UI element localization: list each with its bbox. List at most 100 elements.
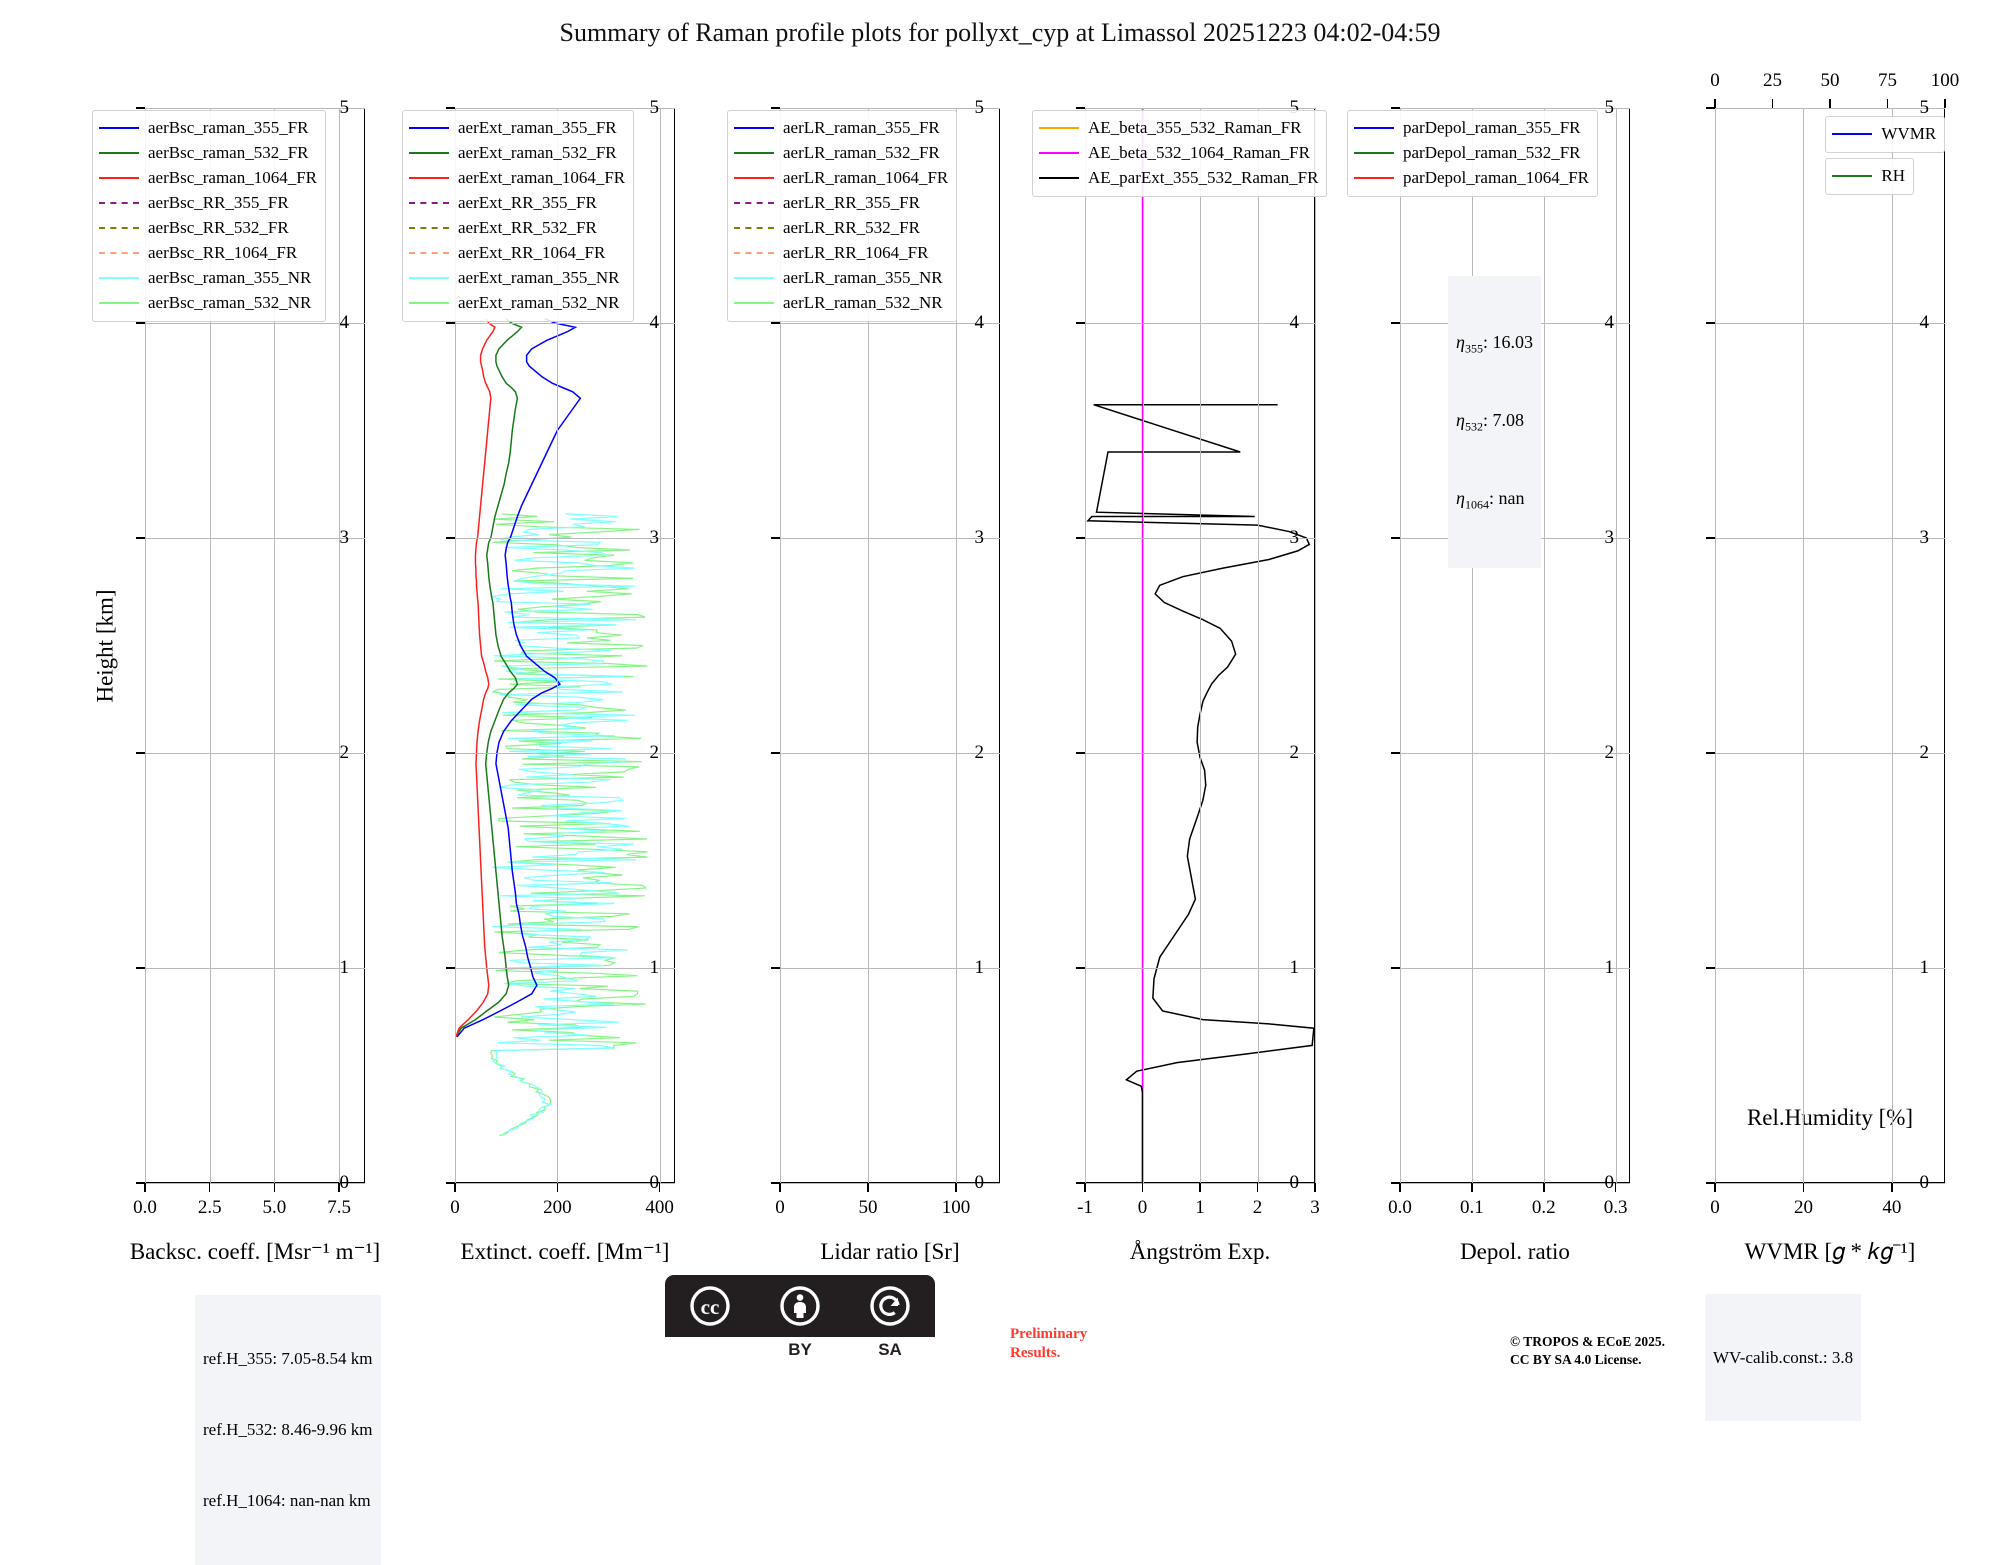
y-tick-mark <box>1076 537 1085 539</box>
top-x-tick-mark <box>1886 99 1889 108</box>
legend-item[interactable]: aerExt_raman_532_FR <box>409 141 625 166</box>
gridline-horizontal <box>1715 753 1945 754</box>
x-tick-mark <box>1256 1183 1259 1192</box>
legend-color-swatch <box>734 227 774 230</box>
legend-item[interactable]: aerLR_raman_1064_FR <box>734 166 948 191</box>
legend-item-label: aerExt_raman_532_FR <box>458 142 617 162</box>
x-tick-label: 0.0 <box>1388 1197 1412 1218</box>
legend-color-swatch <box>409 202 449 205</box>
y-tick-label: 1 <box>339 957 350 978</box>
legend-item[interactable]: aerBsc_RR_1064_FR <box>99 241 317 266</box>
legend-item[interactable]: AE_beta_355_532_Raman_FR <box>1039 116 1318 141</box>
legend-item[interactable]: aerBsc_raman_355_FR <box>99 116 317 141</box>
legend-item-label: aerExt_RR_1064_FR <box>458 242 606 262</box>
legend-color-swatch <box>734 152 774 155</box>
legend-item[interactable]: RH <box>1832 164 1905 189</box>
legend-item[interactable]: aerLR_raman_532_NR <box>734 291 948 316</box>
legend-item[interactable]: AE_parExt_355_532_Raman_FR <box>1039 166 1318 191</box>
legend-item[interactable]: aerExt_RR_355_FR <box>409 191 625 216</box>
legend-item-label: aerBsc_RR_532_FR <box>148 217 289 237</box>
y-tick-label: 5 <box>974 97 985 118</box>
x-tick-mark <box>1802 1183 1805 1192</box>
gridline-vertical <box>455 108 456 1183</box>
legend-item-label: aerLR_raman_355_FR <box>783 118 940 137</box>
legend-item[interactable]: aerLR_raman_355_NR <box>734 266 948 291</box>
x-tick-label: 0.1 <box>1460 1197 1484 1218</box>
gridline-horizontal <box>455 108 675 109</box>
legend-item[interactable]: aerBsc_raman_1064_FR <box>99 166 317 191</box>
x-tick-mark <box>867 1183 869 1192</box>
x-tick-mark <box>1399 1183 1401 1192</box>
x-tick-mark <box>208 1183 211 1192</box>
legend-item[interactable]: aerLR_RR_532_FR <box>734 216 948 241</box>
legend-item-label: aerLR_RR_532_FR <box>783 217 920 237</box>
gridline-vertical <box>1200 108 1201 1183</box>
y-tick-mark <box>446 107 455 109</box>
legend-item[interactable]: AE_beta_532_1064_Raman_FR <box>1039 141 1318 166</box>
legend-color-swatch <box>99 277 139 280</box>
gridline-horizontal <box>455 753 675 754</box>
x-tick-mark <box>556 1183 559 1192</box>
gridline-vertical <box>1257 108 1259 1183</box>
legend-item-label: aerBsc_raman_532_NR <box>148 292 312 312</box>
y-tick-label: 3 <box>339 527 350 548</box>
legend-wvmr-wvmr[interactable]: WVMR <box>1825 116 1946 153</box>
y-tick-mark <box>771 1182 780 1184</box>
legend-item[interactable]: aerBsc_raman_532_NR <box>99 291 317 316</box>
legend-item[interactable]: aerLR_raman_532_FR <box>734 141 948 166</box>
legend-depol-ratio[interactable]: parDepol_raman_355_FR parDepol_raman_532_… <box>1347 110 1599 197</box>
legend-item[interactable]: parDepol_raman_532_FR <box>1354 141 1589 166</box>
legend-wvmr-rh[interactable]: RH <box>1825 158 1915 195</box>
legend-item-label: aerExt_RR_532_FR <box>458 217 597 237</box>
legend-item-label: aerExt_raman_1064_FR <box>458 167 626 187</box>
x-tick-mark <box>955 1183 957 1192</box>
legend-item-label: aerLR_raman_532_FR <box>783 142 940 162</box>
y-tick-mark <box>136 322 145 324</box>
legend-color-swatch <box>99 227 139 230</box>
legend-lidar-ratio[interactable]: aerLR_raman_355_FR aerLR_raman_532_FR aerL… <box>727 110 958 322</box>
plot-curves-wvmr <box>1715 108 1945 1183</box>
legend-color-swatch <box>734 202 774 205</box>
legend-item[interactable]: aerExt_RR_532_FR <box>409 216 625 241</box>
y-tick-mark <box>136 967 145 969</box>
x-tick-mark <box>1714 1183 1716 1192</box>
legend-item[interactable]: aerExt_RR_1064_FR <box>409 241 625 266</box>
legend-item[interactable]: aerLR_RR_355_FR <box>734 191 948 216</box>
legend-item[interactable]: parDepol_raman_355_FR <box>1354 116 1589 141</box>
legend-item[interactable]: aerBsc_raman_355_NR <box>99 266 317 291</box>
eta-1064-value: nan <box>1498 487 1525 508</box>
legend-item[interactable]: WVMR <box>1832 122 1936 147</box>
y-tick-label: 0 <box>339 1172 350 1193</box>
x-tick-label: 100 <box>941 1197 971 1218</box>
legend-item[interactable]: aerLR_RR_1064_FR <box>734 241 948 266</box>
legend-angstrom[interactable]: AE_beta_355_532_Raman_FR AE_beta_532_1064… <box>1032 110 1328 197</box>
gridline-vertical <box>1315 108 1316 1183</box>
gridline-vertical <box>1715 108 1716 1183</box>
legend-color-swatch <box>1354 127 1394 130</box>
legend-item[interactable]: parDepol_raman_1064_FR <box>1354 166 1589 191</box>
legend-item[interactable]: aerExt_raman_1064_FR <box>409 166 625 191</box>
creative-commons-badge[interactable]: cc BY SA <box>665 1275 935 1363</box>
wv-calib-value: WV-calib.const.: 3.8 <box>1713 1347 1854 1367</box>
x-tick-label: 0.3 <box>1603 1197 1628 1218</box>
legend-item[interactable]: aerExt_raman_355_NR <box>409 266 625 291</box>
legend-item[interactable]: aerBsc_RR_355_FR <box>99 191 317 216</box>
legend-color-swatch <box>1354 152 1394 155</box>
legend-item[interactable]: aerExt_raman_355_FR <box>409 116 625 141</box>
cc-by-person-icon <box>755 1283 845 1329</box>
legend-item[interactable]: aerBsc_RR_532_FR <box>99 216 317 241</box>
legend-item[interactable]: aerLR_raman_355_FR <box>734 116 948 141</box>
ref-height-1064: ref.H_1064: nan-nan km <box>203 1491 371 1511</box>
y-axis-title: Height [km] <box>92 588 118 703</box>
y-tick-label: 4 <box>339 312 350 333</box>
gridline-horizontal <box>1715 538 1945 539</box>
series-near-range-noise <box>491 513 637 1136</box>
y-tick-mark <box>1391 322 1400 324</box>
legend-backscatter[interactable]: aerBsc_raman_355_FR aerBsc_raman_532_FR ae… <box>92 110 327 322</box>
legend-item[interactable]: aerBsc_raman_532_FR <box>99 141 317 166</box>
legend-item[interactable]: aerExt_raman_532_NR <box>409 291 625 316</box>
y-tick-label: 1 <box>1919 957 1930 978</box>
x-tick-label: 0.0 <box>133 1197 157 1218</box>
legend-item-label: aerLR_RR_355_FR <box>783 192 920 212</box>
